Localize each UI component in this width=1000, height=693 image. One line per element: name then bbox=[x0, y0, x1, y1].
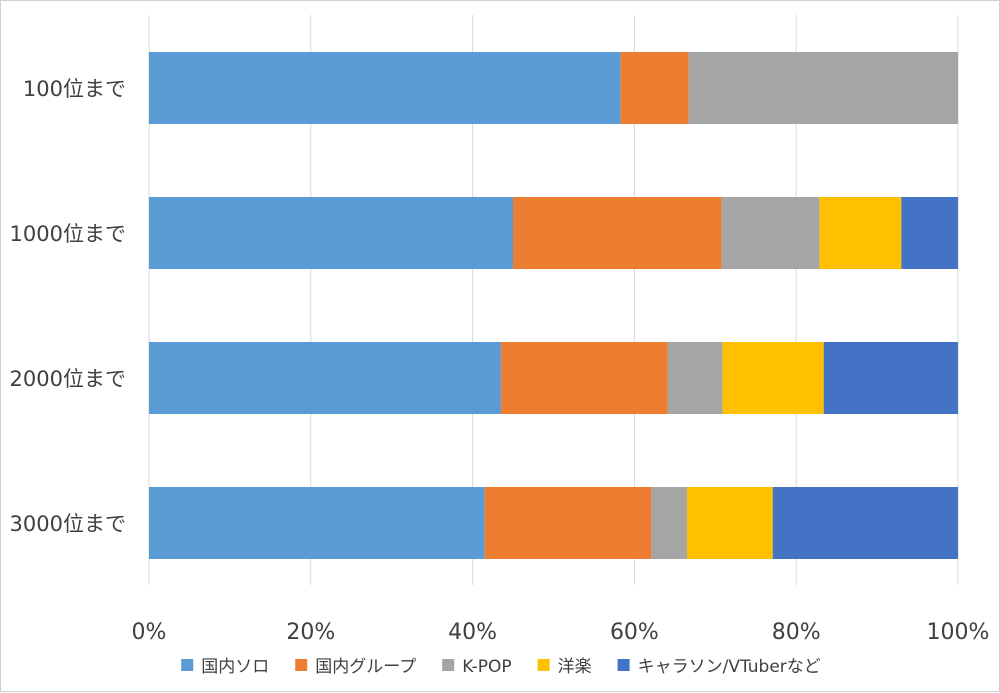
legend-label: キャラソン/VTuberなど bbox=[638, 657, 821, 677]
bar-segment bbox=[721, 197, 820, 269]
legend-swatch bbox=[537, 659, 550, 671]
bar-segment bbox=[722, 342, 824, 414]
bar-segment bbox=[500, 342, 668, 414]
bar-segment bbox=[823, 342, 958, 414]
category-label: 1000位まで bbox=[10, 222, 126, 246]
legend-label: K-POP bbox=[462, 657, 511, 677]
bar-segment bbox=[149, 487, 485, 559]
bar-segment bbox=[484, 487, 652, 559]
legend-swatch bbox=[617, 659, 630, 671]
bar-segment bbox=[513, 197, 722, 269]
category-label: 100位まで bbox=[23, 77, 126, 101]
category-label: 2000位まで bbox=[10, 367, 126, 391]
category-labels: 100位まで 1000位まで 2000位まで 3000位まで bbox=[10, 77, 126, 536]
x-axis-ticks: 0% 20% 40% 60% 80% 100% bbox=[132, 620, 990, 645]
bar-segment bbox=[688, 52, 958, 124]
legend-swatch bbox=[295, 659, 308, 671]
bar-segment bbox=[686, 487, 773, 559]
bar-segment bbox=[651, 487, 687, 559]
bar-segment bbox=[149, 52, 621, 124]
bar-segment bbox=[772, 487, 958, 559]
x-tick-label: 80% bbox=[772, 620, 821, 645]
bar-segment bbox=[149, 342, 501, 414]
bar-segment bbox=[819, 197, 902, 269]
x-tick-label: 20% bbox=[286, 620, 335, 645]
legend-swatch bbox=[442, 659, 455, 671]
x-tick-label: 0% bbox=[132, 620, 167, 645]
x-tick-label: 60% bbox=[610, 620, 659, 645]
legend-label: 洋楽 bbox=[558, 657, 592, 677]
bar-segment bbox=[620, 52, 689, 124]
category-label: 3000位まで bbox=[10, 512, 126, 536]
legend-swatch bbox=[181, 659, 194, 671]
bar-segment bbox=[667, 342, 723, 414]
legend-label: 国内グループ bbox=[315, 657, 416, 677]
legend: 国内ソロ 国内グループ K-POP 洋楽 キャラソン/VTuberなど bbox=[181, 657, 821, 677]
bar-segment bbox=[901, 197, 958, 269]
x-tick-label: 100% bbox=[927, 620, 990, 645]
bar-segment bbox=[149, 197, 514, 269]
bars bbox=[149, 52, 958, 559]
x-tick-label: 40% bbox=[448, 620, 497, 645]
legend-label: 国内ソロ bbox=[201, 657, 269, 677]
